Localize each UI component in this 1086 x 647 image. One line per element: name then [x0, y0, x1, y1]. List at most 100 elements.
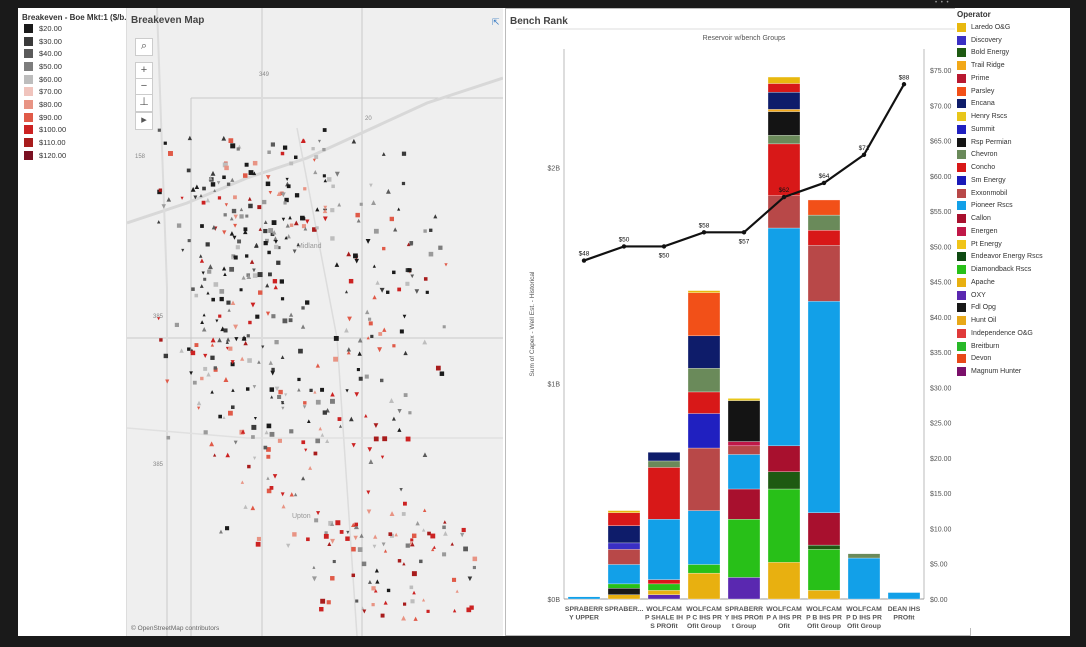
well-marker[interactable]: [250, 505, 256, 511]
breakeven-point[interactable]: [781, 194, 787, 200]
bar-segment[interactable]: [767, 76, 801, 84]
breakeven-legend-item[interactable]: $60.00: [18, 73, 126, 86]
well-marker[interactable]: [380, 455, 385, 460]
well-marker[interactable]: [373, 423, 379, 429]
well-marker[interactable]: [386, 588, 391, 593]
well-marker[interactable]: [230, 360, 235, 365]
operator-legend-item[interactable]: Pt Energy: [955, 238, 1052, 251]
well-marker[interactable]: [241, 275, 246, 280]
well-marker[interactable]: [217, 337, 222, 343]
well-marker[interactable]: [213, 366, 217, 370]
well-marker[interactable]: [270, 142, 276, 147]
bar-segment[interactable]: [767, 143, 801, 196]
well-marker[interactable]: [334, 262, 340, 267]
well-marker[interactable]: [192, 380, 197, 385]
bar-segment[interactable]: [687, 290, 721, 293]
well-marker[interactable]: [405, 543, 410, 548]
breakeven-point[interactable]: [661, 244, 667, 249]
well-marker[interactable]: [286, 184, 291, 189]
operator-legend-item[interactable]: Fdl Opg: [955, 302, 1052, 315]
well-marker[interactable]: [224, 203, 229, 207]
bar-segment[interactable]: [727, 400, 761, 442]
operator-legend-item[interactable]: Discovery: [955, 34, 1052, 47]
well-marker[interactable]: [391, 416, 396, 421]
well-marker[interactable]: [159, 338, 163, 342]
well-marker[interactable]: [202, 313, 206, 317]
bar-segment[interactable]: [767, 488, 801, 563]
well-marker[interactable]: [266, 488, 272, 494]
well-marker[interactable]: [222, 230, 227, 235]
well-marker[interactable]: [277, 246, 281, 250]
well-marker[interactable]: [261, 345, 265, 349]
well-marker[interactable]: [230, 177, 235, 182]
well-marker[interactable]: [250, 302, 256, 308]
bar-segment[interactable]: [687, 368, 721, 393]
well-marker[interactable]: [408, 411, 412, 415]
well-marker[interactable]: [225, 337, 231, 342]
well-marker[interactable]: [301, 476, 306, 481]
well-marker[interactable]: [442, 525, 446, 530]
well-marker[interactable]: [318, 426, 323, 431]
well-marker[interactable]: [268, 190, 273, 195]
well-marker[interactable]: [366, 336, 370, 340]
well-marker[interactable]: [245, 254, 249, 258]
well-marker[interactable]: [190, 350, 196, 356]
bar-segment[interactable]: [607, 594, 641, 600]
well-marker[interactable]: [252, 268, 256, 273]
breakeven-point[interactable]: [821, 180, 827, 186]
bar-segment[interactable]: [807, 199, 841, 216]
bar-segment[interactable]: [687, 572, 721, 600]
well-marker[interactable]: [225, 526, 230, 531]
well-marker[interactable]: [288, 215, 292, 220]
bar-segment[interactable]: [807, 230, 841, 246]
bar-segment[interactable]: [807, 245, 841, 302]
well-marker[interactable]: [399, 329, 404, 334]
well-marker[interactable]: [233, 255, 238, 260]
well-marker[interactable]: [419, 559, 423, 564]
well-marker[interactable]: [330, 521, 335, 527]
well-marker[interactable]: [283, 201, 287, 205]
well-marker[interactable]: [397, 409, 402, 414]
well-marker[interactable]: [249, 259, 255, 264]
well-marker[interactable]: [213, 282, 219, 287]
well-marker[interactable]: [292, 532, 297, 537]
well-marker[interactable]: [233, 440, 238, 445]
well-marker[interactable]: [442, 325, 446, 329]
well-marker[interactable]: [213, 453, 217, 457]
bar-segment[interactable]: [607, 564, 641, 585]
well-marker[interactable]: [313, 451, 318, 456]
well-marker[interactable]: [355, 212, 360, 218]
well-marker[interactable]: [243, 229, 248, 235]
well-marker[interactable]: [223, 328, 228, 333]
well-marker[interactable]: [219, 289, 225, 294]
operator-legend-item[interactable]: Devon: [955, 353, 1052, 366]
well-marker[interactable]: [331, 184, 335, 189]
well-marker[interactable]: [190, 186, 196, 192]
operator-legend-item[interactable]: Magnum Hunter: [955, 365, 1052, 378]
bar-segment[interactable]: [687, 510, 721, 565]
well-marker[interactable]: [269, 387, 275, 392]
well-marker[interactable]: [289, 429, 294, 434]
well-marker[interactable]: [301, 224, 306, 229]
well-marker[interactable]: [383, 549, 388, 553]
well-marker[interactable]: [285, 223, 290, 228]
well-marker[interactable]: [306, 419, 311, 424]
well-marker[interactable]: [429, 228, 433, 232]
bar-segment[interactable]: [647, 590, 681, 595]
well-marker[interactable]: [194, 343, 199, 348]
well-marker[interactable]: [265, 238, 269, 243]
well-marker[interactable]: [463, 546, 468, 552]
well-marker[interactable]: [239, 214, 244, 219]
well-marker[interactable]: [242, 337, 247, 341]
bar-segment[interactable]: [727, 441, 761, 447]
well-marker[interactable]: [356, 368, 360, 372]
well-marker[interactable]: [252, 456, 257, 460]
well-marker[interactable]: [375, 579, 380, 584]
well-marker[interactable]: [431, 547, 435, 552]
well-marker[interactable]: [346, 530, 350, 535]
well-marker[interactable]: [319, 606, 324, 612]
well-marker[interactable]: [326, 177, 332, 182]
breakeven-point[interactable]: [701, 230, 707, 235]
well-marker[interactable]: [253, 417, 257, 421]
well-marker[interactable]: [266, 454, 271, 459]
